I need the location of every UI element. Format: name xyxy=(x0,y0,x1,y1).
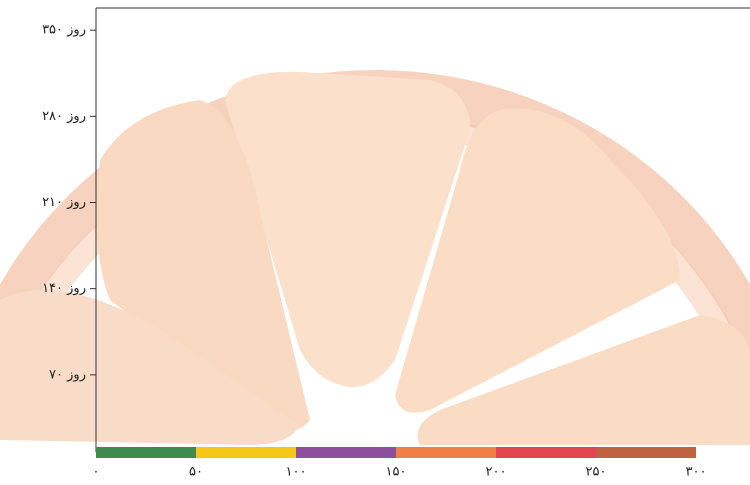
segment xyxy=(496,447,596,458)
segment xyxy=(296,447,396,458)
x-tick-label: ۲۰۰ xyxy=(486,465,507,480)
segment xyxy=(96,447,196,458)
segment xyxy=(396,447,496,458)
x-tick-label: ۰ xyxy=(93,465,100,480)
segment xyxy=(196,447,296,458)
x-tick-label: ۱۵۰ xyxy=(386,465,407,480)
x-tick-label: ۳۰۰ xyxy=(686,465,707,480)
y-tick-label: ۲۱۰ روز xyxy=(42,195,86,210)
x-tick-label: ۵۰ xyxy=(189,465,203,480)
orange-slice-background xyxy=(0,70,750,445)
y-tick-label: ۲۸۰ روز xyxy=(42,109,86,124)
chart-layer: ۷۰ روز ۱۴۰ روز ۲۱۰ روز ۲۸۰ روز ۳۵۰ روز ۰ ۵۰ ۱۰۰… xyxy=(42,23,706,480)
y-tick-label: ۳۵۰ روز xyxy=(42,23,86,38)
y-tick-label: ۱۴۰ روز xyxy=(42,281,86,296)
x-tick-label: ۲۵۰ xyxy=(586,465,607,480)
y-tick-label: ۷۰ روز xyxy=(49,367,86,382)
segment xyxy=(596,447,696,458)
x-tick-label: ۱۰۰ xyxy=(286,465,307,480)
